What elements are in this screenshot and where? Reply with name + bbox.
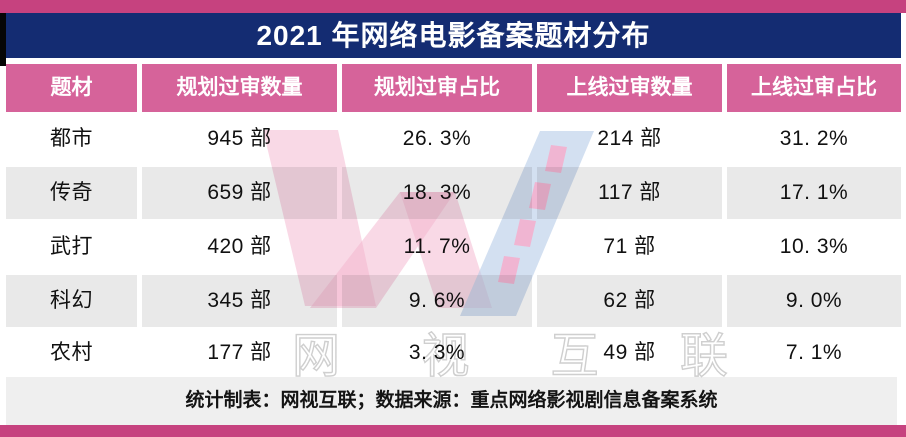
- table-row: 科幻 345 部 9. 6% 62 部 9. 0%: [6, 275, 901, 327]
- cell-released-share: 7. 1%: [785, 341, 843, 364]
- page-title: 2021 年网络电影备案题材分布: [256, 20, 651, 51]
- col-header-planned-share: 规划过审占比: [342, 64, 532, 112]
- col-header-released-share: 上线过审占比: [727, 64, 901, 112]
- table-row: 传奇 659 部 18. 3% 117 部 17. 1%: [6, 167, 901, 219]
- col-header-released-count: 上线过审数量: [537, 64, 722, 112]
- table-row: 都市 945 部 26. 3% 214 部 31. 2%: [6, 113, 901, 165]
- cell-planned-count: 945 部: [207, 127, 272, 150]
- col-header-planned-count: 规划过审数量: [142, 64, 337, 112]
- cell-released-count: 49 部: [603, 341, 656, 364]
- footer-bar: 统计制表：网视互联；数据来源：重点网络影视剧信息备案系统: [6, 377, 897, 425]
- cell-released-share: 9. 0%: [727, 275, 901, 327]
- cell-planned-share: 18. 3%: [342, 167, 532, 219]
- cell-planned-share: 11. 7%: [403, 235, 471, 258]
- cell-subject: 传奇: [6, 167, 137, 219]
- cell-released-share: 31. 2%: [779, 127, 849, 150]
- cell-subject: 都市: [50, 127, 93, 150]
- table-row: 武打 420 部 11. 7% 71 部 10. 3%: [6, 221, 901, 273]
- cell-released-count: 214 部: [597, 127, 662, 150]
- top-accent-strip: [0, 0, 906, 13]
- cell-subject: 武打: [50, 235, 93, 258]
- data-table: 题材 规划过审数量 规划过审占比 上线过审数量 上线过审占比 都市 945 部 …: [6, 64, 901, 377]
- cell-released-count: 62 部: [537, 275, 722, 327]
- cell-planned-share: 3. 3%: [408, 341, 466, 364]
- cell-subject: 科幻: [6, 275, 137, 327]
- title-bar: 2021 年网络电影备案题材分布: [6, 13, 901, 58]
- cell-planned-count: 177 部: [207, 341, 272, 364]
- cell-planned-share: 26. 3%: [402, 127, 472, 150]
- left-edge-black-strip: [0, 13, 6, 66]
- cell-subject: 农村: [50, 341, 93, 364]
- table-header-row: 题材 规划过审数量 规划过审占比 上线过审数量 上线过审占比: [6, 64, 901, 112]
- cell-released-count: 117 部: [537, 167, 722, 219]
- cell-planned-share: 9. 6%: [342, 275, 532, 327]
- cell-planned-count: 659 部: [142, 167, 337, 219]
- cell-planned-count: 345 部: [142, 275, 337, 327]
- cell-planned-count: 420 部: [207, 235, 272, 258]
- cell-released-count: 71 部: [603, 235, 656, 258]
- table-row: 农村 177 部 3. 3% 49 部 7. 1%: [6, 329, 901, 377]
- bottom-accent-strip: [0, 425, 906, 437]
- cell-released-share: 17. 1%: [727, 167, 901, 219]
- col-header-subject: 题材: [6, 64, 137, 112]
- cell-released-share: 10. 3%: [779, 235, 849, 258]
- footer-credit-text: 统计制表：网视互联；数据来源：重点网络影视剧信息备案系统: [185, 390, 718, 411]
